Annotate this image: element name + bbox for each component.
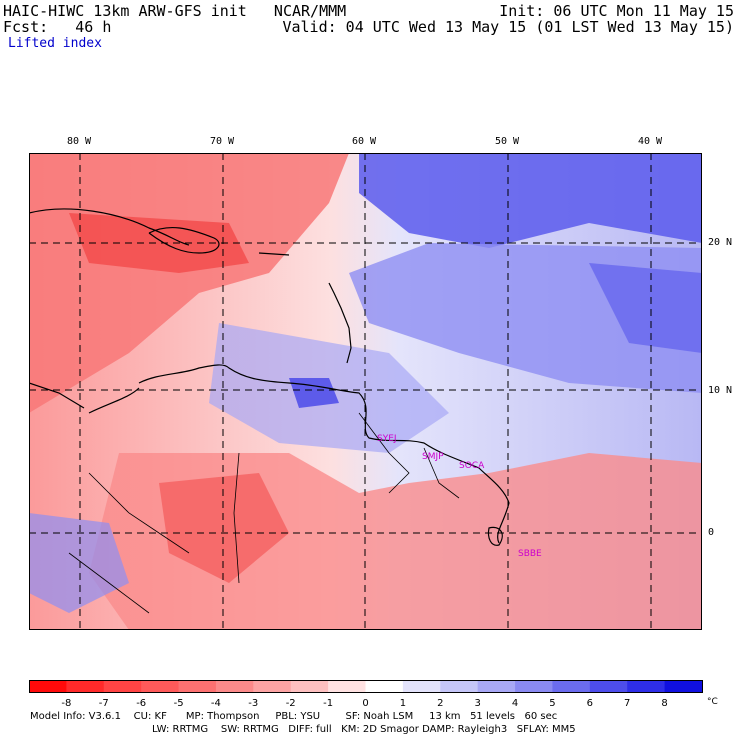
lat-label: 10 N — [708, 385, 733, 396]
colorbar-cell — [515, 680, 553, 693]
colorbar-tick-label: 2 — [437, 698, 443, 709]
colorbar-tick-label: -4 — [211, 698, 221, 709]
colorbar-cell — [66, 680, 105, 693]
valid-time: Valid: 04 UTC Wed 13 May 15 (01 LST Wed … — [282, 18, 734, 36]
lon-label: 70 W — [210, 136, 235, 147]
colorbar-cell — [552, 680, 591, 693]
colorbar-cell — [589, 680, 628, 693]
colorbar-cell — [178, 680, 217, 693]
map-frame — [29, 153, 702, 630]
station-label: SYEJ — [377, 434, 397, 444]
colorbar-tick-label: -1 — [323, 698, 333, 709]
title-line: HAIC-HIWC 13km ARW-GFS init NCAR/MMM — [3, 2, 347, 20]
lat-label: 20 N — [708, 237, 733, 248]
grid-lines — [29, 153, 702, 630]
stable-region — [359, 153, 702, 248]
lon-label: 50 W — [495, 136, 520, 147]
stable-region — [29, 513, 129, 613]
lon-label: 60 W — [352, 136, 377, 147]
colorbar-cell — [328, 680, 366, 693]
colorbar-cell — [141, 680, 180, 693]
colorbar-tick-label: -8 — [61, 698, 71, 709]
lat-label: 0 — [708, 527, 715, 538]
colorbar-cell — [29, 680, 67, 693]
unstable-region — [159, 473, 289, 583]
colorbar-cell — [477, 680, 516, 693]
colorbar-cell — [440, 680, 479, 693]
lifted-index-map: SYEJ SMJP SOCA SBBE — [29, 153, 702, 630]
colorbar-tick-label: 7 — [624, 698, 630, 709]
colorbar-tick-label: -7 — [99, 698, 109, 709]
colorbar-tick-label: -6 — [136, 698, 146, 709]
colorbar-tick-label: 3 — [475, 698, 481, 709]
colorbar-cell — [103, 680, 142, 693]
colorbar-unit: °C — [707, 697, 718, 707]
model-info-line1: Model Info: V3.6.1 CU: KF MP: Thompson P… — [30, 711, 558, 722]
colorbar-cell — [253, 680, 292, 693]
station-label: SMJP — [422, 452, 444, 462]
station-label: SBBE — [518, 549, 542, 559]
stable-region — [589, 263, 702, 353]
field-name: Lifted index — [8, 36, 102, 51]
colorbar-cell — [290, 680, 329, 693]
colorbar-cell — [627, 680, 666, 693]
station-label: SOCA — [459, 461, 485, 471]
stable-region — [289, 378, 339, 408]
coastlines — [29, 208, 510, 614]
lon-label: 80 W — [67, 136, 92, 147]
colorbar-tick-label: -3 — [248, 698, 258, 709]
colorbar-tick-label: 5 — [549, 698, 555, 709]
colorbar-tick-label: -2 — [286, 698, 296, 709]
colorbar-cell — [215, 680, 254, 693]
model-info-line2: LW: RRTMG SW: RRTMG DIFF: full KM: 2D Sm… — [152, 724, 576, 735]
colorbar: -8 -7 -6 -5 -4 -3 -2 -1 0 1 2 3 4 5 6 7 8 °C — [29, 680, 718, 709]
colorbar-cell — [664, 680, 703, 693]
colorbar-tick-label: -5 — [174, 698, 184, 709]
colorbar-tick-label: 4 — [512, 698, 518, 709]
colorbar-cell — [365, 680, 404, 693]
colorbar-tick-label: 0 — [362, 698, 368, 709]
colorbar-tick-label: 8 — [661, 698, 667, 709]
colorbar-tick-label: 6 — [587, 698, 593, 709]
colorbar-frame — [29, 680, 703, 693]
unstable-region — [69, 213, 249, 273]
forecast-hour: Fcst: 46 h — [3, 18, 112, 36]
init-time: Init: 06 UTC Mon 11 May 15 — [499, 2, 734, 20]
colorbar-cell — [402, 680, 441, 693]
colorbar-tick-label: 1 — [400, 698, 406, 709]
lon-label: 40 W — [638, 136, 663, 147]
